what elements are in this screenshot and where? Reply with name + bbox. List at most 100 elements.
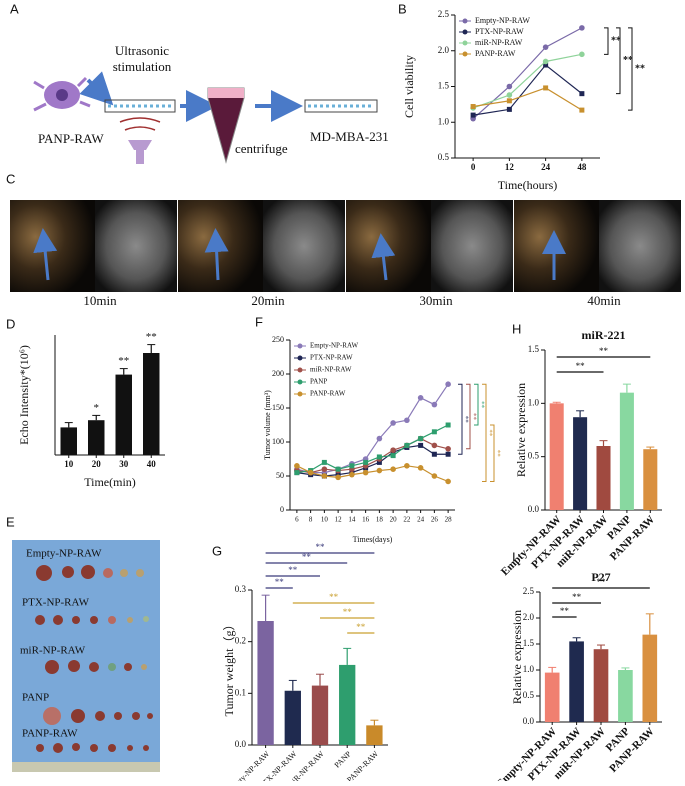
marker bbox=[321, 473, 328, 479]
panel-label: C bbox=[6, 171, 15, 186]
panel-label: D bbox=[6, 316, 15, 331]
bar bbox=[366, 725, 383, 745]
marker bbox=[307, 469, 314, 476]
marker bbox=[542, 44, 549, 50]
x-tick-label: 30 bbox=[119, 459, 129, 469]
legend-label: Empty-NP-RAW bbox=[310, 342, 358, 350]
bracket bbox=[628, 27, 633, 111]
legend-label: PANP bbox=[310, 378, 327, 386]
marker bbox=[390, 420, 396, 426]
y-tick-label: 0 bbox=[280, 505, 284, 514]
legend-marker bbox=[462, 18, 468, 24]
y-tick-label: 0.1 bbox=[235, 687, 246, 697]
significance: ** bbox=[329, 592, 339, 602]
y-axis-label: Relative expression bbox=[514, 383, 528, 477]
bar bbox=[618, 670, 633, 722]
significance: ** bbox=[611, 35, 621, 46]
marker bbox=[445, 381, 451, 388]
marker bbox=[404, 442, 410, 448]
chart-title: miR-221 bbox=[582, 328, 626, 342]
panel-label: B bbox=[398, 1, 407, 16]
marker bbox=[390, 466, 396, 473]
y-tick-label: 0.5 bbox=[523, 690, 535, 700]
y-tick-label: 1.5 bbox=[438, 81, 450, 91]
marker bbox=[376, 467, 383, 474]
bar bbox=[339, 664, 356, 745]
bar bbox=[619, 392, 634, 510]
significance: ** bbox=[461, 416, 469, 424]
bar bbox=[115, 374, 132, 455]
marker bbox=[506, 98, 512, 104]
x-tick-label: 24 bbox=[417, 516, 425, 524]
x-tick-label: 40 bbox=[147, 459, 157, 469]
marker bbox=[418, 436, 424, 442]
y-axis-label: Tumor weight（g） bbox=[222, 619, 236, 717]
bracket bbox=[482, 383, 487, 482]
panel-label: F bbox=[255, 314, 263, 329]
marker bbox=[349, 471, 355, 478]
y-tick-label: 1.5 bbox=[528, 344, 540, 354]
group-label: PANP-RAW bbox=[22, 728, 78, 740]
bracket bbox=[466, 383, 471, 450]
bar bbox=[549, 403, 564, 510]
marker bbox=[445, 478, 451, 485]
marker bbox=[579, 107, 585, 113]
y-tick-label: 1.0 bbox=[523, 664, 535, 674]
marker bbox=[349, 463, 355, 469]
marker bbox=[542, 58, 549, 65]
bracket bbox=[616, 27, 621, 95]
bracket bbox=[604, 27, 609, 55]
legend-label: PTX-NP-RAW bbox=[475, 27, 524, 36]
x-axis-label: Time(hours) bbox=[498, 178, 558, 192]
marker bbox=[431, 401, 438, 408]
x-tick-label: 12 bbox=[505, 162, 515, 172]
panel-label: I bbox=[512, 549, 516, 564]
significance: ** bbox=[316, 542, 326, 552]
bar bbox=[311, 685, 329, 745]
x-tick-label: 12 bbox=[335, 516, 343, 524]
marker bbox=[431, 451, 437, 457]
y-tick-label: 50 bbox=[276, 471, 284, 480]
group-label: PTX-NP-RAW bbox=[22, 597, 90, 609]
bar bbox=[569, 641, 584, 722]
x-tick-label: 20 bbox=[92, 459, 102, 469]
bracket bbox=[474, 383, 479, 426]
y-tick-label: 2.5 bbox=[523, 586, 535, 596]
series-line bbox=[296, 437, 449, 474]
y-tick-label: 0.2 bbox=[235, 636, 246, 646]
y-axis-label: Relative expression bbox=[510, 610, 524, 704]
significance: ** bbox=[572, 592, 582, 602]
marker bbox=[363, 459, 369, 465]
x-tick-label: 8 bbox=[309, 516, 313, 524]
significance: ** bbox=[275, 577, 285, 587]
significance: ** bbox=[485, 429, 493, 437]
y-tick-label: 0.0 bbox=[528, 504, 540, 514]
tumor-photo bbox=[12, 540, 160, 772]
significance: ** bbox=[493, 450, 501, 458]
y-tick-label: 0.5 bbox=[528, 451, 540, 461]
marker bbox=[431, 473, 438, 479]
group-label: PANP bbox=[22, 692, 49, 704]
legend-label: PANP-RAW bbox=[310, 390, 346, 398]
bracket bbox=[458, 383, 463, 455]
legend-label: miR-NP-RAW bbox=[475, 38, 523, 47]
y-tick-label: 2.0 bbox=[523, 612, 535, 622]
marker bbox=[506, 106, 512, 112]
significance: ** bbox=[597, 577, 607, 587]
marker bbox=[376, 454, 382, 460]
schematic-label: centrifuge bbox=[235, 141, 288, 156]
significance: ** bbox=[477, 401, 485, 409]
y-tick-label: 100 bbox=[272, 437, 284, 446]
time-label: 40min bbox=[587, 293, 621, 308]
y-tick-label: 0.0 bbox=[523, 716, 535, 726]
panel-label: H bbox=[512, 321, 521, 336]
marker bbox=[543, 85, 549, 91]
series-line bbox=[473, 64, 583, 116]
time-label: 10min bbox=[83, 293, 117, 308]
legend-label: PTX-NP-RAW bbox=[310, 354, 353, 362]
marker bbox=[294, 470, 300, 476]
bar bbox=[573, 417, 588, 510]
significance: ** bbox=[343, 607, 353, 617]
legend-label: Empty-NP-RAW bbox=[475, 16, 530, 25]
time-label: 20min bbox=[251, 293, 285, 308]
